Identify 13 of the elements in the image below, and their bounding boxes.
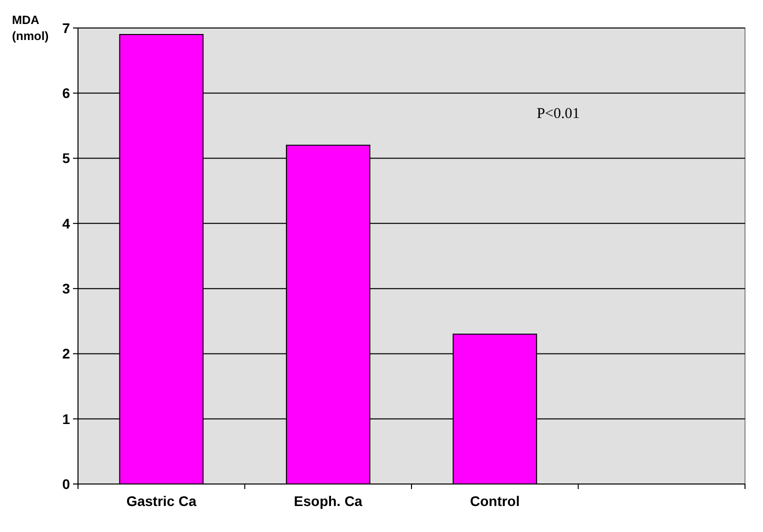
y-tick-label: 5 (62, 150, 70, 166)
y-tick-label: 7 (62, 20, 70, 36)
y-axis-title: MDA (nmol) (12, 13, 49, 43)
y-tick-label: 4 (62, 215, 70, 232)
y-tick-label: 1 (62, 410, 70, 427)
x-tick-label: Control (470, 493, 520, 509)
y-tick-label: 0 (62, 476, 70, 492)
annotation: P<0.01 (536, 106, 580, 122)
y-tick-label: 6 (62, 85, 70, 102)
x-tick-label: Gastric Ca (126, 493, 197, 509)
x-tick-label: Esoph. Ca (294, 493, 363, 509)
y-tick-label: 3 (62, 280, 70, 296)
y-tick-label: 2 (62, 346, 70, 362)
